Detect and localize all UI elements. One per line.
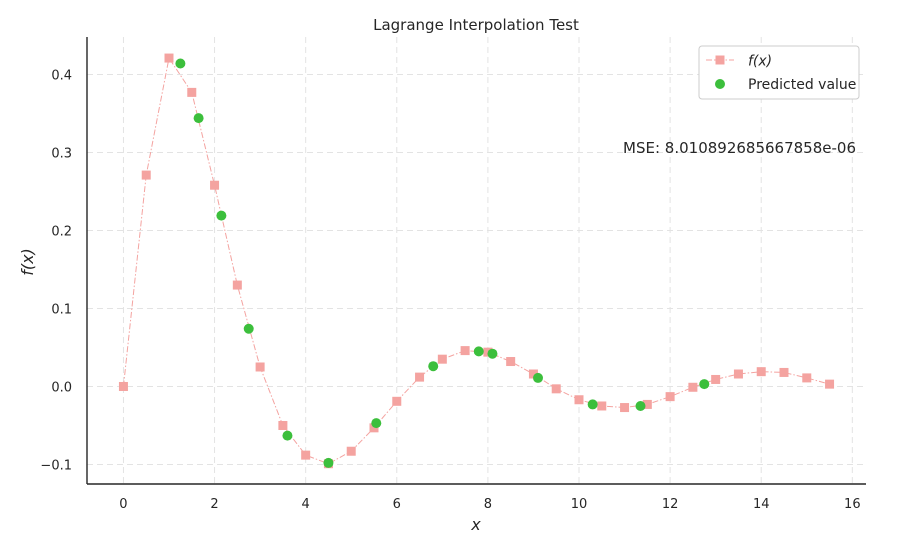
legend-circle-marker	[715, 79, 725, 89]
x-tick-label: 0	[119, 497, 127, 512]
legend-square-marker	[715, 55, 725, 65]
predicted-point	[243, 323, 254, 334]
y-tick-label: −0.1	[40, 458, 72, 473]
fx-square-marker	[255, 362, 265, 372]
x-tick-label: 12	[662, 497, 679, 512]
fx-square-marker	[346, 446, 356, 456]
fx-square-marker	[210, 180, 220, 190]
fx-square-marker	[528, 369, 538, 379]
fx-square-marker	[802, 373, 812, 383]
fx-square-marker	[665, 392, 675, 402]
x-tick-label: 10	[571, 497, 588, 512]
x-tick-label: 4	[302, 497, 310, 512]
fx-square-marker	[415, 372, 425, 382]
legend-label-predicted: Predicted value	[748, 77, 856, 93]
y-axis-label: f(x)	[18, 248, 37, 276]
y-tick-label: 0.2	[51, 224, 72, 239]
fx-square-marker	[141, 170, 151, 180]
predicted-point	[175, 58, 186, 69]
predicted-point	[216, 210, 227, 221]
labels-layer: Lagrange Interpolation Test x f(x) MSE: …	[18, 16, 856, 534]
fx-square-marker	[779, 367, 789, 377]
fx-square-marker	[164, 53, 174, 63]
fx-square-marker	[574, 395, 584, 405]
fx-square-marker	[460, 346, 470, 356]
fx-square-marker	[437, 354, 447, 364]
fx-square-marker	[642, 399, 652, 409]
predicted-point	[587, 399, 598, 410]
x-tick-label: 16	[844, 497, 861, 512]
predicted-point	[323, 457, 334, 468]
y-tick-label: 0.1	[51, 302, 72, 317]
fx-square-marker	[506, 357, 516, 367]
legend: f(x) Predicted value	[698, 45, 860, 100]
fx-square-marker	[620, 403, 630, 413]
predicted-point	[635, 400, 646, 411]
fx-square-marker	[597, 401, 607, 411]
fx-square-marker	[688, 382, 698, 392]
predicted-point	[487, 348, 498, 359]
fx-square-marker	[711, 374, 721, 384]
x-tick-label: 2	[210, 497, 218, 512]
grid-layer	[87, 37, 866, 484]
predicted-point	[193, 113, 204, 124]
fx-square-marker	[551, 384, 561, 394]
x-tick-label: 8	[484, 497, 492, 512]
fx-square-marker	[118, 381, 128, 391]
fx-square-marker	[392, 396, 402, 406]
predicted-point	[282, 430, 293, 441]
fx-square-marker	[278, 420, 288, 430]
fx-square-marker	[756, 367, 766, 377]
fx-series-line	[122, 56, 830, 465]
series-layer	[118, 53, 835, 469]
fx-square-marker	[733, 369, 743, 379]
fx-square-marker	[232, 280, 242, 290]
legend-label-fx: f(x)	[748, 54, 772, 70]
mse-annotation: MSE: 8.010892685667858e-06	[623, 139, 856, 157]
axes-layer: 0 2 4 6 8 10 12 14 16 −0.1 0.0 0.1 0.2 0.3 0.4	[40, 37, 866, 512]
fx-square-marker	[369, 423, 379, 433]
chart-title: Lagrange Interpolation Test	[373, 16, 579, 34]
x-tick-label: 6	[393, 497, 401, 512]
x-axis-label: x	[470, 515, 481, 534]
y-tick-label: 0.3	[51, 146, 72, 161]
y-tick-label: 0.0	[51, 380, 72, 395]
predicted-point	[428, 361, 439, 372]
y-tick-label: 0.4	[51, 68, 72, 83]
predicted-point	[473, 346, 484, 357]
predicted-point	[699, 379, 710, 390]
predicted-point	[371, 418, 382, 429]
fx-square-marker	[301, 450, 311, 460]
predicted-point	[533, 372, 543, 383]
x-tick-label: 14	[753, 497, 770, 512]
fx-square-marker	[825, 379, 835, 389]
legend-box	[698, 45, 860, 100]
fx-square-marker	[187, 87, 197, 97]
